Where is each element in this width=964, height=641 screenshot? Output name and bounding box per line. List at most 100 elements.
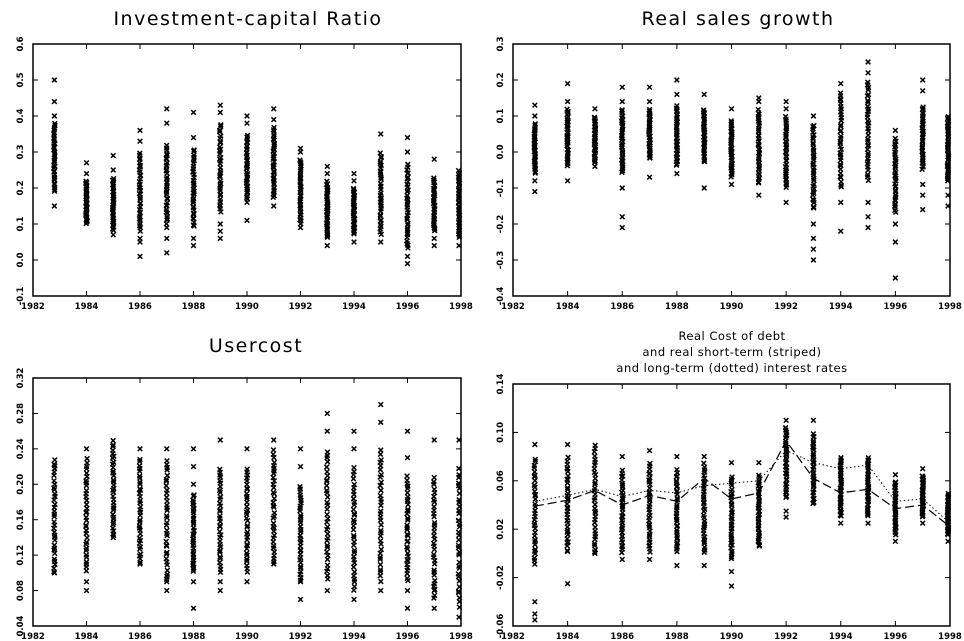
data-point (945, 538, 951, 545)
y-tick-label: -0.4 (496, 287, 506, 306)
data-point (756, 543, 763, 549)
data-point (164, 457, 170, 464)
data-point (456, 604, 463, 611)
data-point (619, 84, 626, 91)
data-point (674, 102, 680, 109)
data-point (324, 542, 331, 549)
data-point (51, 477, 57, 484)
data-point (647, 460, 653, 467)
data-point (217, 554, 223, 560)
x-tick-label: 1990 (720, 302, 744, 312)
data-point (431, 605, 438, 612)
data-point (865, 199, 871, 206)
data-point (404, 556, 410, 563)
data-point (324, 163, 331, 170)
data-point (431, 519, 438, 526)
data-point (84, 460, 90, 466)
data-point (619, 213, 626, 220)
data-point (324, 531, 331, 537)
data-point (646, 174, 653, 181)
data-point (892, 127, 899, 134)
data-point (137, 561, 143, 567)
y-tick-label: -0.3 (496, 251, 506, 270)
data-point (837, 97, 844, 104)
data-point (297, 512, 304, 519)
data-point (945, 139, 952, 145)
data-point (919, 181, 926, 188)
data-point (297, 565, 304, 572)
x-tick-label: 1982 (501, 302, 525, 312)
data-point (405, 538, 411, 544)
data-point (163, 478, 170, 484)
data-point (864, 103, 871, 110)
data-point (592, 163, 598, 170)
data-point (324, 449, 331, 455)
data-point (837, 80, 844, 87)
data-point (431, 486, 438, 493)
data-point (431, 567, 437, 574)
data-point (945, 192, 951, 199)
data-point (244, 217, 250, 224)
data-point (137, 456, 143, 463)
data-point (865, 69, 871, 76)
data-point (243, 503, 250, 510)
data-point (701, 522, 708, 529)
y-tick-label: 0.08 (16, 580, 26, 601)
data-point (431, 156, 438, 163)
data-point (865, 213, 871, 220)
data-point (351, 464, 357, 471)
data-point (945, 168, 952, 174)
data-point (532, 611, 538, 617)
data-point (532, 177, 538, 184)
data-point (244, 466, 250, 473)
data-point (431, 504, 437, 510)
data-point (136, 473, 143, 479)
data-point (404, 575, 411, 582)
x-tick-label: 1996 (884, 632, 908, 641)
data-point (837, 90, 844, 96)
data-point (83, 178, 89, 184)
data-point (838, 122, 844, 128)
data-point (244, 113, 250, 119)
data-point (217, 228, 224, 235)
data-point (564, 441, 571, 448)
data-point (163, 142, 170, 149)
data-point (456, 578, 463, 584)
data-point (216, 466, 223, 473)
data-point (456, 583, 463, 590)
data-point (244, 446, 250, 452)
chart-1-marks: -0.1 0.0 0.1 0.2 0.3 0.4 0.5 0.6 1982 1984 1986 198… (16, 36, 473, 312)
data-point (298, 514, 304, 521)
x-tick-label: 1998 (938, 302, 962, 312)
data-point (532, 113, 538, 119)
data-point (919, 143, 926, 150)
data-point (243, 550, 250, 557)
data-point (404, 149, 411, 155)
data-point (618, 143, 625, 150)
data-point (164, 472, 171, 479)
data-point (455, 465, 462, 472)
data-point (110, 167, 117, 173)
data-point (323, 482, 330, 489)
data-point (728, 118, 735, 124)
data-point (190, 134, 197, 141)
data-point (782, 424, 789, 431)
data-point (565, 473, 571, 479)
data-point (783, 98, 789, 105)
data-point (83, 522, 89, 529)
data-point (532, 102, 538, 109)
data-point (810, 417, 817, 424)
data-point (217, 235, 224, 242)
data-point (324, 208, 331, 214)
data-point (350, 517, 357, 524)
data-point (455, 537, 462, 543)
data-point (837, 520, 844, 526)
data-point (270, 105, 277, 112)
data-point (324, 232, 331, 238)
data-point (244, 558, 250, 564)
data-point (756, 498, 762, 505)
data-point (271, 532, 278, 539)
data-point (404, 517, 411, 523)
data-point (455, 517, 462, 524)
x-tick-label: 1992 (289, 302, 313, 312)
